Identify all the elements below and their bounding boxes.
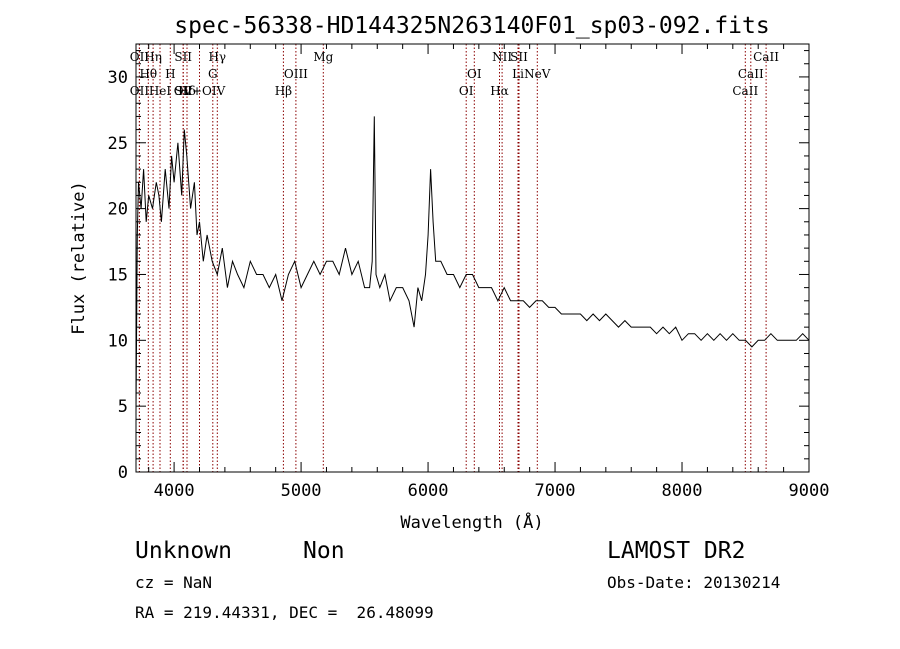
plot-frame	[135, 43, 810, 473]
chart-title: spec-56338-HD144325N263140F01_sp03-092.f…	[174, 13, 769, 39]
x-axis-label: Wavelength (Å)	[400, 511, 543, 533]
emission-line-label: Hθ	[139, 67, 157, 81]
emission-line-label: G	[208, 67, 218, 81]
x-tick-label: 5000	[281, 481, 322, 501]
x-tick-label: 7000	[535, 481, 576, 501]
emission-line-label: Hγ	[208, 50, 226, 64]
redshift-cz: cz = NaN	[135, 573, 213, 592]
emission-line-label: CaII	[753, 50, 779, 64]
x-tick-label: 9000	[789, 481, 830, 501]
emission-line-label: CaII	[738, 67, 764, 81]
emission-line-label: CaII	[732, 84, 758, 98]
survey-name: LAMOST DR2	[607, 538, 746, 564]
x-axis-ticks: 4000 5000 6000 7000 8000 9000	[148, 44, 830, 501]
emission-line-label: HeI	[149, 84, 172, 98]
emission-line-label: Hα	[490, 84, 509, 98]
emission-line-label: OV+OIV	[174, 84, 226, 98]
emission-line-label: NII	[492, 50, 512, 64]
emission-line-label: H	[165, 67, 175, 81]
emission-line-label: SII	[510, 50, 528, 64]
y-tick-label: 10	[108, 331, 128, 351]
emission-line-label: NeV	[524, 67, 551, 81]
y-tick-label: 15	[108, 265, 128, 285]
emission-line-label: OI	[459, 84, 474, 98]
y-axis-label: Flux (relative)	[69, 181, 89, 335]
y-tick-label: 20	[108, 200, 128, 220]
y-tick-label: 30	[108, 68, 128, 88]
y-tick-label: 25	[108, 134, 128, 154]
subclass: Non	[303, 538, 345, 564]
emission-line-markers	[138, 44, 767, 472]
x-tick-label: 4000	[154, 481, 195, 501]
emission-line-label: Li	[512, 67, 524, 81]
emission-line-label: OII	[130, 50, 150, 64]
x-tick-label: 6000	[408, 481, 449, 501]
emission-line-label: SII	[174, 50, 192, 64]
y-tick-label: 0	[118, 463, 128, 483]
obs-date: Obs-Date: 20130214	[607, 573, 781, 592]
emission-line-label: OI	[467, 67, 482, 81]
spectrum-series-line	[135, 116, 810, 413]
emission-line-label: Mg	[313, 50, 333, 64]
emission-line-label: SII	[174, 84, 192, 98]
emission-line-label: Hβ	[275, 84, 292, 98]
emission-line-label: Hδ	[178, 84, 196, 98]
coordinates: RA = 219.44331, DEC = 26.48099	[135, 603, 434, 622]
y-axis-ticks: 0 5 10 15 20 25 30	[108, 50, 809, 483]
y-tick-label: 5	[118, 397, 128, 417]
x-tick-label: 8000	[662, 481, 703, 501]
emission-line-label: Hη	[144, 50, 162, 64]
emission-line-label: OII	[130, 84, 150, 98]
emission-line-label: OIII	[284, 67, 308, 81]
object-type: Unknown	[135, 538, 232, 564]
